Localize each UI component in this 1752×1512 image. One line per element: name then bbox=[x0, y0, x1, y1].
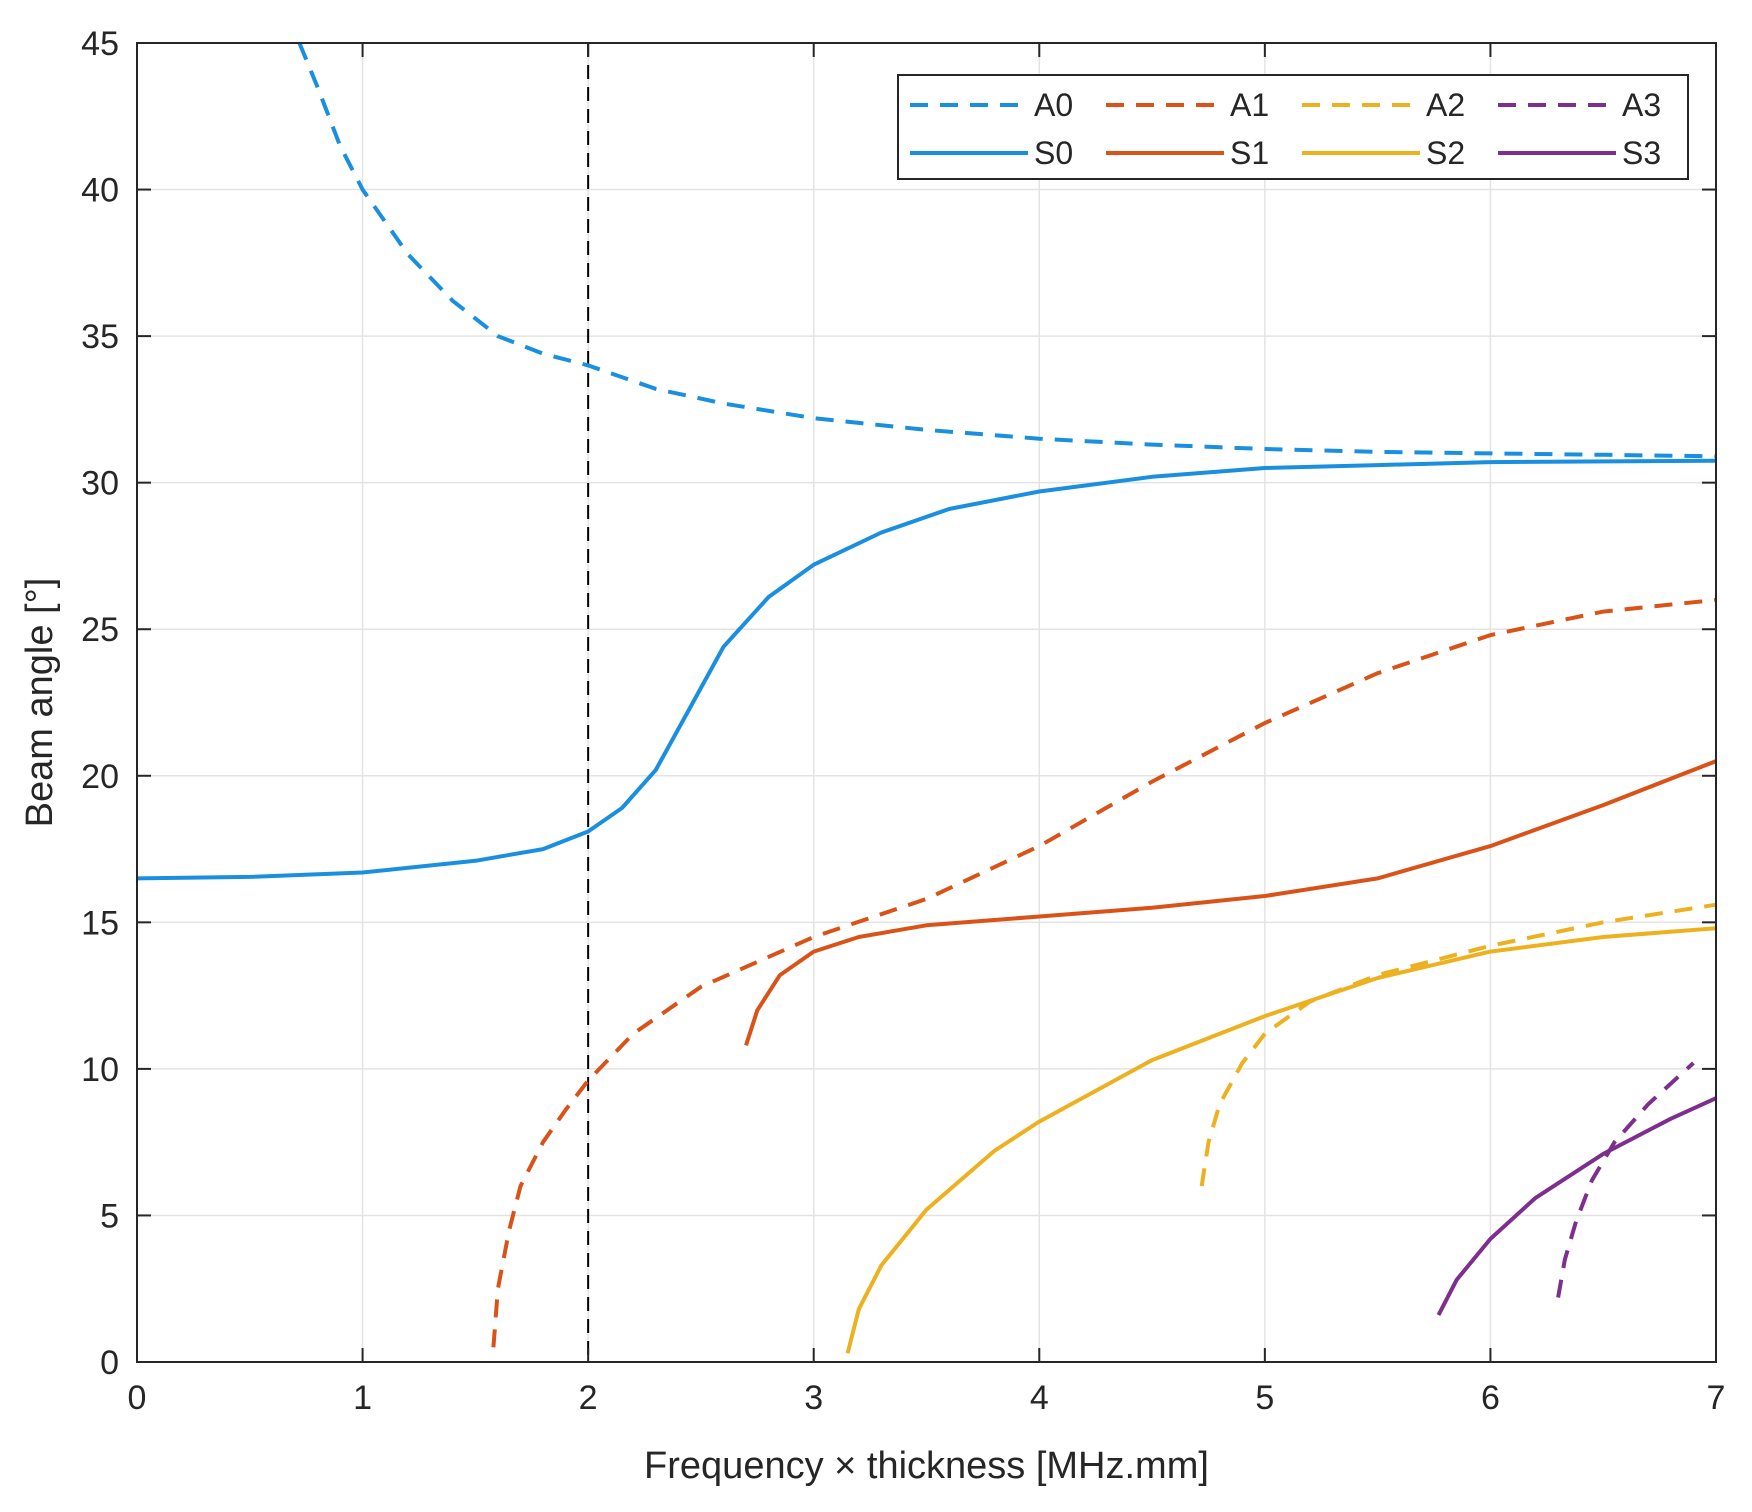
x-tick-label: 6 bbox=[1481, 1379, 1500, 1417]
series-line-s2 bbox=[845, 926, 1717, 1354]
y-tick-label: 20 bbox=[81, 758, 119, 796]
y-tick-label: 15 bbox=[81, 904, 119, 942]
x-tick-label: 5 bbox=[1255, 1379, 1274, 1417]
x-tick-label: 0 bbox=[128, 1379, 147, 1417]
y-tick-label: 5 bbox=[100, 1197, 119, 1235]
y-tick-label: 0 bbox=[100, 1344, 119, 1382]
x-tick-label: 1 bbox=[353, 1379, 372, 1417]
y-tick-label: 10 bbox=[81, 1051, 119, 1089]
legend-label-s0: S0 bbox=[1034, 135, 1073, 171]
legend-label-a1: A1 bbox=[1230, 87, 1269, 123]
x-tick-label: 7 bbox=[1707, 1379, 1726, 1417]
series-line-a2 bbox=[1199, 902, 1717, 1187]
y-tick-label: 25 bbox=[81, 611, 119, 649]
series-line-a0 bbox=[297, 42, 1717, 459]
legend-label-s2: S2 bbox=[1426, 135, 1465, 171]
legend: A0 A1 A2 A3 S0 S1 S2 S3 bbox=[897, 74, 1689, 180]
y-tick-label: 40 bbox=[81, 172, 119, 210]
y-tick-label: 30 bbox=[81, 465, 119, 503]
legend-label-a2: A2 bbox=[1426, 87, 1465, 123]
series-line-s0 bbox=[136, 458, 1717, 881]
legend-label-s3: S3 bbox=[1622, 135, 1661, 171]
x-tick-label: 4 bbox=[1030, 1379, 1049, 1417]
series-line-a3 bbox=[1556, 1061, 1695, 1298]
y-tick-label: 35 bbox=[81, 318, 119, 356]
legend-label-a3: A3 bbox=[1622, 87, 1661, 123]
legend-box bbox=[897, 74, 1689, 180]
x-axis-label: Frequency × thickness [MHz.mm] bbox=[644, 1445, 1209, 1487]
x-tick-label: 3 bbox=[804, 1379, 823, 1417]
series-line-s3 bbox=[1436, 1096, 1717, 1317]
series-line-a1 bbox=[491, 597, 1717, 1348]
y-axis-label: Beam angle [°] bbox=[19, 578, 61, 828]
series-line-s1 bbox=[744, 759, 1717, 1047]
legend-label-a0: A0 bbox=[1034, 87, 1073, 123]
series-group bbox=[136, 42, 1717, 1354]
x-tick-label: 2 bbox=[579, 1379, 598, 1417]
legend-label-s1: S1 bbox=[1230, 135, 1269, 171]
y-tick-label: 45 bbox=[81, 25, 119, 63]
plot-frame bbox=[136, 42, 1717, 1363]
